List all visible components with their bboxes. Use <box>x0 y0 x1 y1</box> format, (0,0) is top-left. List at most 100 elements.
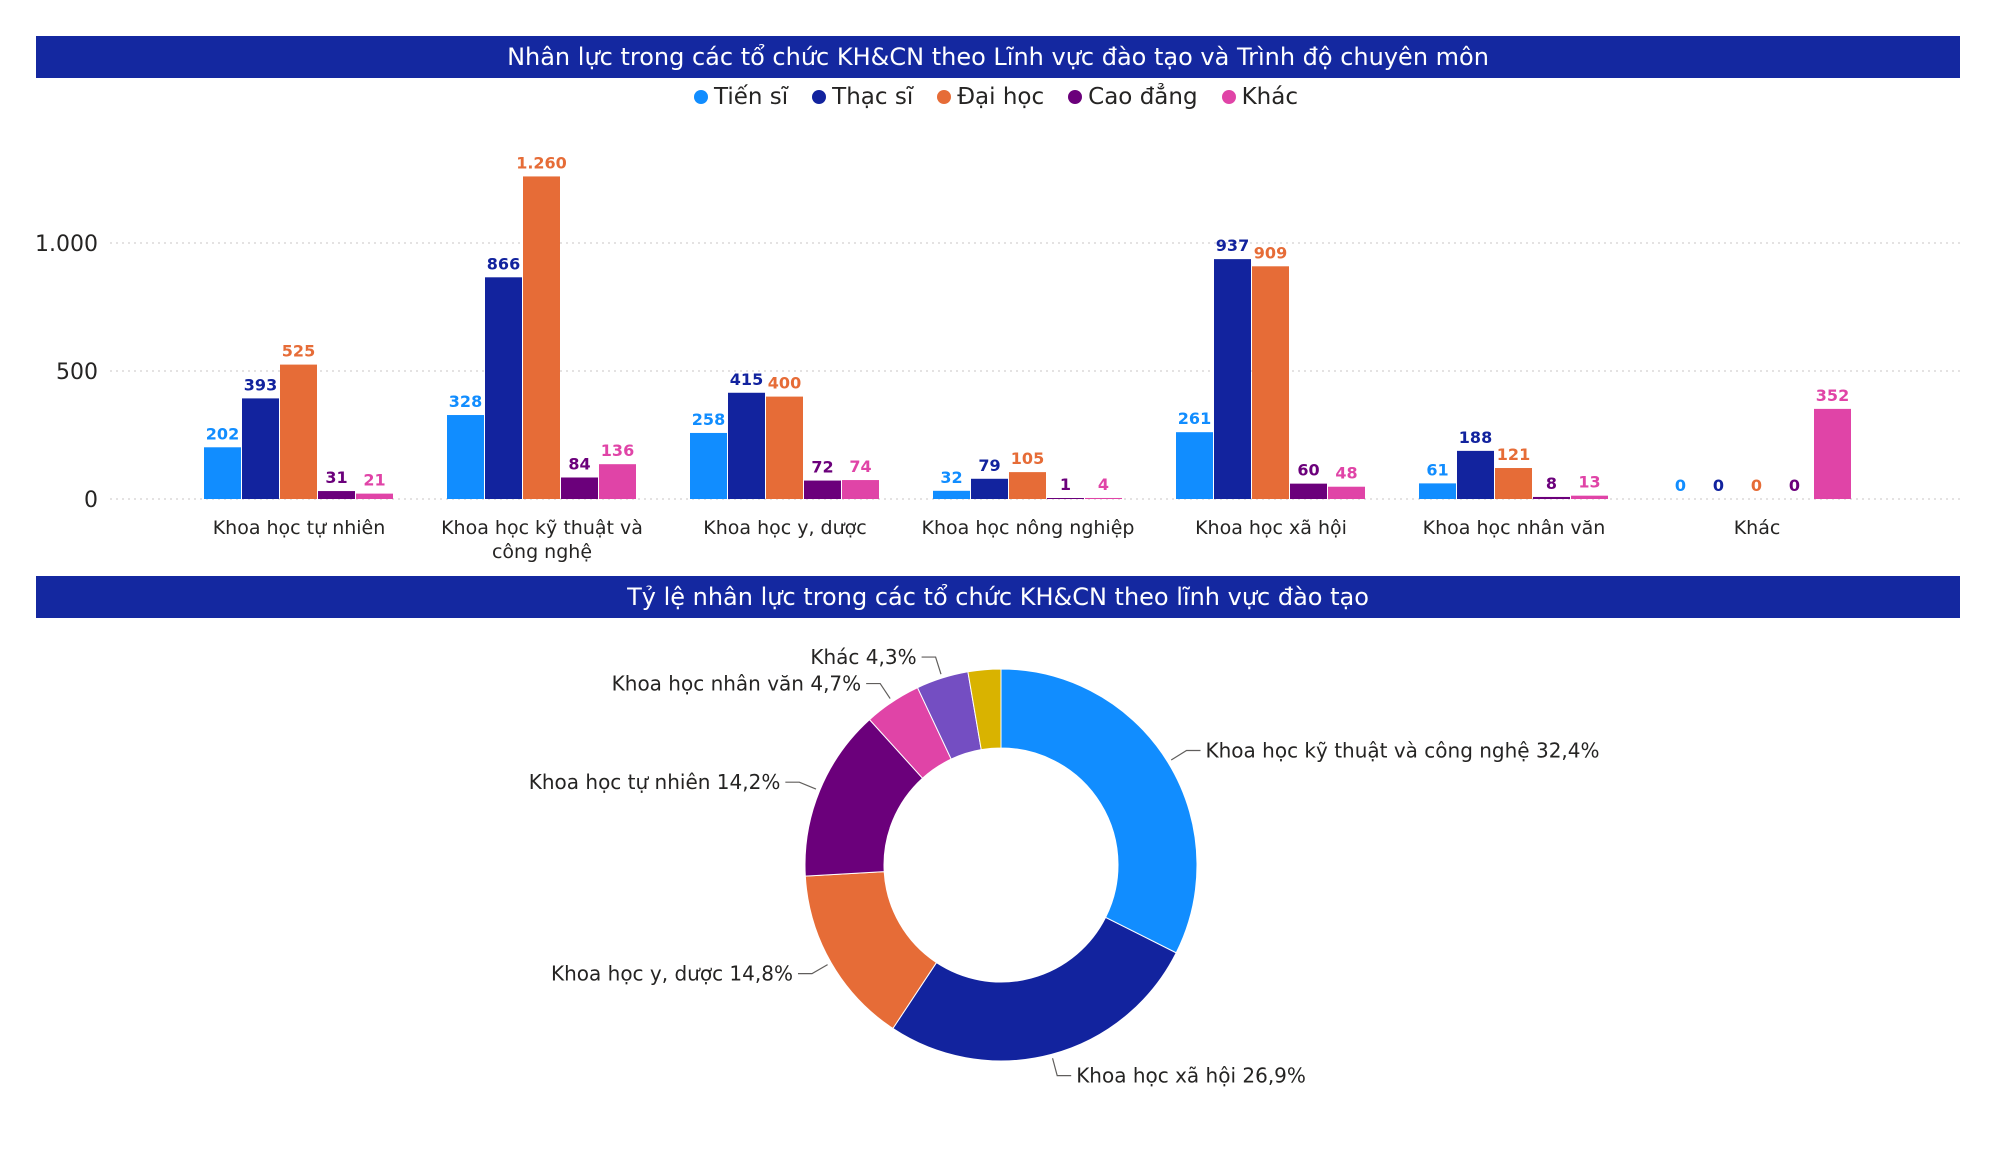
x-category-label: Khoa học y, dược <box>703 517 866 539</box>
legend-item-dai-hoc[interactable]: Đại học <box>937 84 1044 110</box>
bar-dai-hoc[interactable] <box>1252 266 1289 499</box>
bar-dai-hoc[interactable] <box>1009 472 1046 499</box>
bar-khac[interactable] <box>356 493 393 499</box>
legend-item-cao-dang[interactable]: Cao đẳng <box>1068 84 1198 110</box>
donut-slice-khoa-hoc-xa-hoi[interactable] <box>892 916 1177 1062</box>
bar-data-label: 13 <box>1578 473 1600 492</box>
bar-tien-si[interactable] <box>1176 432 1213 499</box>
x-category-label: Khoa học tự nhiên <box>213 517 386 539</box>
bar-thac-si[interactable] <box>1457 450 1494 499</box>
x-category-label: Khoa học xã hội <box>1195 517 1347 539</box>
y-tick-label: 500 <box>56 360 98 385</box>
bar-khac[interactable] <box>1571 495 1608 499</box>
leader-line <box>866 682 891 699</box>
bar-tien-si[interactable] <box>447 415 484 499</box>
bar-data-label: 328 <box>449 392 482 411</box>
leader-line <box>921 656 942 675</box>
bar-data-label: 352 <box>1816 386 1849 405</box>
bar-data-label: 1 <box>1060 475 1071 494</box>
bar-data-label: 258 <box>692 410 725 429</box>
bar-khac[interactable] <box>1085 497 1122 499</box>
legend-item-tien-si[interactable]: Tiến sĩ <box>694 84 788 110</box>
bar-tien-si[interactable] <box>1419 483 1456 499</box>
legend-marker <box>1068 90 1083 104</box>
donut-slice-khoa-hoc-ky-thuat-va-cong-nghe[interactable] <box>1000 668 1198 954</box>
legend-item-thac-si[interactable]: Thạc sĩ <box>812 84 913 110</box>
bar-data-label: 937 <box>1216 236 1249 255</box>
legend-label: Tiến sĩ <box>714 84 789 110</box>
bar-cao-dang[interactable] <box>1047 498 1084 499</box>
bar-thac-si[interactable] <box>971 478 1008 499</box>
legend-item-khac[interactable]: Khác <box>1221 84 1298 110</box>
bar-thac-si[interactable] <box>1214 259 1251 499</box>
bar-khac[interactable] <box>599 464 636 499</box>
bar-data-label: 31 <box>325 468 347 487</box>
donut-slice-label: Khoa học nhân văn 4,7% <box>612 672 862 696</box>
bar-data-label: 188 <box>1459 428 1492 447</box>
leader-line <box>1051 1058 1072 1077</box>
bar-tien-si[interactable] <box>690 432 727 499</box>
bar-data-label: 415 <box>730 370 763 389</box>
leader-line <box>797 964 828 975</box>
bar-dai-hoc[interactable] <box>766 396 803 499</box>
bar-cao-dang[interactable] <box>804 480 841 499</box>
bar-data-label: 525 <box>282 342 315 361</box>
bar-thac-si[interactable] <box>485 277 522 499</box>
bar-tien-si[interactable] <box>933 490 970 499</box>
y-tick-label: 0 <box>84 488 98 513</box>
donut-slice-label: Khác 4,3% <box>810 645 916 669</box>
donut-chart: Khoa học kỹ thuật và công nghệ 32,4% Khoa… <box>529 645 1600 1088</box>
bar-khac[interactable] <box>842 480 879 499</box>
x-category-label: Khoa học kỹ thuật và công nghệ <box>441 517 643 563</box>
bar-data-label: 1.260 <box>516 153 567 172</box>
bar-data-label: 136 <box>601 441 634 460</box>
bar-chart-legend: Tiến sĩ Thạc sĩ Đại học Cao đẳng Khác <box>0 84 1992 110</box>
legend-label: Cao đẳng <box>1088 84 1198 110</box>
legend-label: Khác <box>1241 84 1298 110</box>
bar-data-label: 4 <box>1098 475 1109 494</box>
bar-data-label: 909 <box>1254 243 1287 262</box>
bar-data-label: 261 <box>1178 409 1211 428</box>
bar-data-label: 121 <box>1497 445 1530 464</box>
bar-data-label: 0 <box>1751 476 1762 495</box>
bar-cao-dang[interactable] <box>318 491 355 499</box>
donut-slice-label: Khoa học tự nhiên 14,2% <box>529 770 781 794</box>
legend-label: Đại học <box>957 84 1045 110</box>
bar-data-label: 105 <box>1011 449 1044 468</box>
bar-thac-si[interactable] <box>242 398 279 499</box>
bar-data-label: 60 <box>1297 461 1319 480</box>
bar-data-label: 400 <box>768 374 801 393</box>
bar-cao-dang[interactable] <box>1533 496 1570 499</box>
bar-chart-title: Nhân lực trong các tổ chức KH&CN theo Lĩ… <box>36 36 1960 78</box>
legend-marker <box>937 90 952 104</box>
bar-data-label: 21 <box>363 471 385 490</box>
donut-slice-label: Khoa học kỹ thuật và công nghệ 32,4% <box>1206 739 1600 763</box>
bar-data-label: 8 <box>1546 474 1557 493</box>
bar-data-label: 0 <box>1713 476 1724 495</box>
bar-cao-dang[interactable] <box>561 477 598 499</box>
leader-line <box>1170 749 1201 761</box>
legend-label: Thạc sĩ <box>832 84 914 110</box>
leader-line <box>785 781 817 790</box>
bar-data-label: 48 <box>1335 464 1357 483</box>
bar-data-label: 0 <box>1789 476 1800 495</box>
donut-slice-khoa-hoc-nong-nghiep[interactable] <box>967 668 1002 751</box>
bar-data-label: 84 <box>568 454 590 473</box>
bar-tien-si[interactable] <box>204 447 241 499</box>
bar-dai-hoc[interactable] <box>280 364 317 499</box>
bar-thac-si[interactable] <box>728 392 765 499</box>
y-tick-label: 1.000 <box>35 232 98 257</box>
bar-khac[interactable] <box>1814 408 1851 499</box>
donut-chart-title: Tỷ lệ nhân lực trong các tổ chức KH&CN t… <box>36 576 1960 618</box>
bar-data-label: 202 <box>206 424 239 443</box>
bar-dai-hoc[interactable] <box>1495 468 1532 499</box>
legend-marker <box>812 90 827 104</box>
bar-data-label: 72 <box>811 458 833 477</box>
bar-khac[interactable] <box>1328 486 1365 499</box>
donut-slice-label: Khoa học y, dược 14,8% <box>551 962 793 986</box>
bar-cao-dang[interactable] <box>1290 483 1327 499</box>
bar-dai-hoc[interactable] <box>523 176 560 499</box>
bar-chart: 0 500 1.000 202 393 525 31 21 Khoa học tự nhiên 3… <box>35 153 1960 563</box>
bar-data-label: 393 <box>244 375 277 394</box>
bar-data-label: 61 <box>1426 460 1448 479</box>
